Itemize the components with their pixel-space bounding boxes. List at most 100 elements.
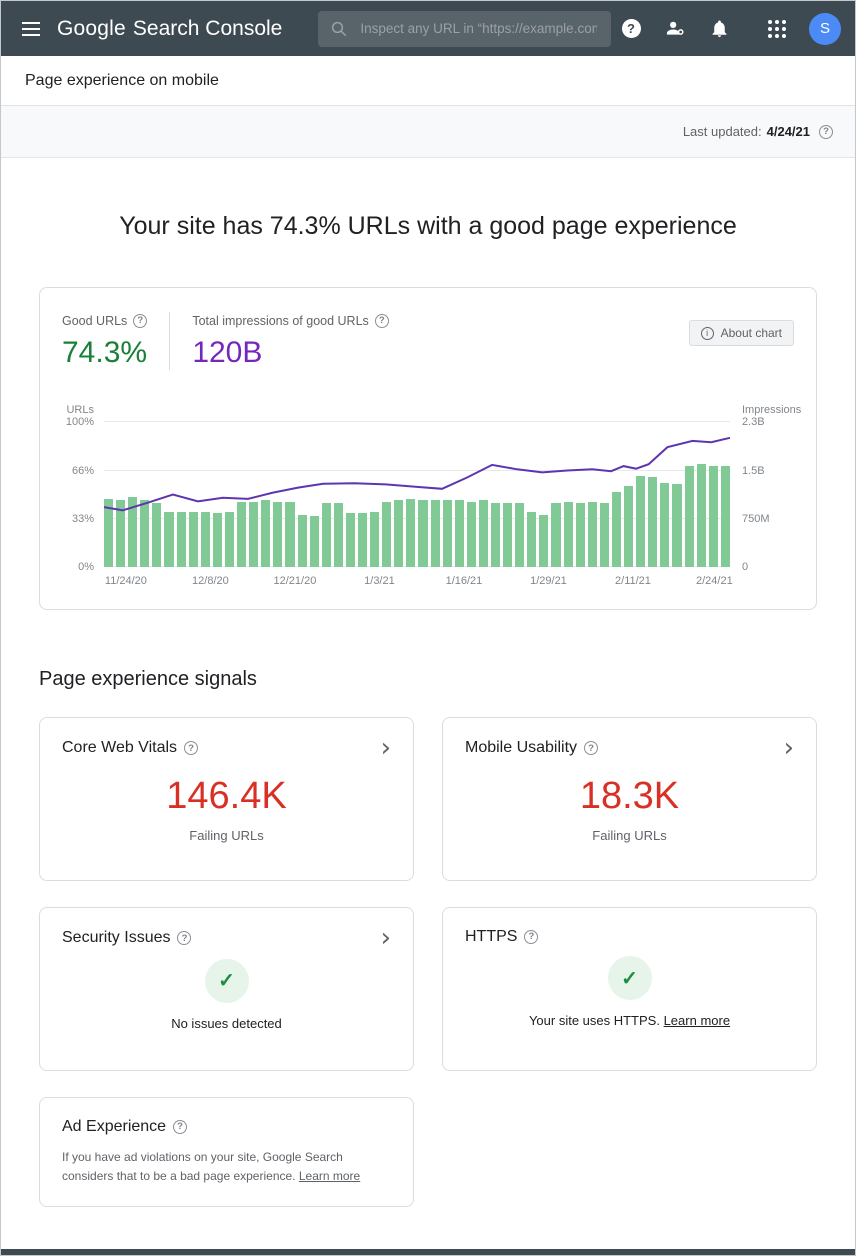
last-updated-label: Last updated:: [682, 124, 762, 139]
last-updated-help-icon[interactable]: ?: [819, 124, 833, 139]
bell-glyph: [712, 20, 726, 38]
page-experience-chart-card: Good URLs ? 74.3% Total impressions of g…: [39, 287, 817, 610]
signals-heading: Page experience signals: [39, 668, 257, 690]
mobile-usability-caption: Failing URLs: [592, 827, 667, 843]
ad-experience-help-icon[interactable]: ?: [173, 1120, 188, 1134]
bar: [587, 501, 597, 567]
user-settings-icon[interactable]: [655, 9, 695, 49]
bar: [357, 513, 368, 567]
account-avatar[interactable]: S: [809, 12, 841, 45]
menu-icon[interactable]: [11, 9, 51, 49]
url-inspect-input[interactable]: [358, 20, 599, 37]
gridline: [104, 566, 730, 567]
bar: [599, 503, 609, 567]
hamburger-icon: [22, 21, 40, 36]
chevron-right-icon[interactable]: ›: [380, 733, 391, 763]
x-tick: 2/11/21: [615, 575, 651, 587]
y-axis-right: Impressions 0 750M 1.5B 2.3B: [730, 404, 801, 573]
mobile-usability-card[interactable]: Mobile Usability ? › 18.3K Failing URLs: [442, 717, 817, 881]
signal-cards-grid: Core Web Vitals ? › 146.4K Failing URLs …: [39, 717, 817, 1207]
bar: [684, 465, 694, 567]
about-chart-button[interactable]: i About chart: [688, 320, 794, 346]
chevron-right-icon[interactable]: ›: [380, 923, 391, 953]
bar: [309, 516, 319, 567]
https-card: HTTPS ? ✓ Your site uses HTTPS. Learn mo…: [442, 907, 817, 1071]
core-web-vitals-caption: Failing URLs: [189, 827, 264, 843]
bar: [297, 514, 307, 567]
bar: [527, 511, 537, 567]
notifications-icon[interactable]: [699, 9, 739, 49]
security-issues-card[interactable]: Security Issues ? › ✓ No issues detected: [39, 907, 414, 1071]
y-axis-left: URLs 0% 33% 66% 100%: [52, 404, 104, 573]
core-web-vitals-card[interactable]: Core Web Vitals ? › 146.4K Failing URLs: [39, 717, 414, 881]
x-tick: 11/24/20: [104, 575, 147, 587]
bar: [345, 513, 355, 567]
good-urls-metric: Good URLs ? 74.3%: [62, 310, 148, 370]
grid-glyph: [768, 19, 786, 38]
bar-series: [104, 422, 730, 567]
y-tick-right: 1.5B: [742, 465, 765, 478]
info-icon: i: [700, 326, 714, 340]
bar: [188, 511, 198, 567]
bar: [624, 485, 634, 567]
x-tick: 2/24/21: [695, 575, 733, 587]
bar: [116, 500, 126, 567]
bar: [563, 501, 573, 567]
page-headline: Your site has 74.3% URLs with a good pag…: [119, 212, 737, 240]
good-urls-help-icon[interactable]: ?: [133, 314, 148, 328]
ad-experience-card: Ad Experience ? If you have ad violation…: [39, 1097, 414, 1207]
apps-grid-icon[interactable]: [757, 9, 797, 49]
bar: [648, 477, 658, 567]
bar: [152, 503, 162, 567]
url-inspect-searchbox[interactable]: [318, 10, 611, 47]
y-tick-right: 0: [742, 561, 749, 573]
help-icon[interactable]: ?: [611, 9, 651, 49]
bar: [515, 503, 525, 567]
bar: [539, 514, 549, 567]
check-circle-icon: ✓: [607, 956, 652, 1000]
core-web-vitals-help-icon[interactable]: ?: [184, 741, 199, 756]
chevron-right-icon[interactable]: ›: [783, 733, 794, 763]
bar: [454, 500, 464, 567]
help-glyph: ?: [621, 19, 641, 38]
y-tick-left: 33%: [71, 513, 94, 526]
app-logo[interactable]: Google Search Console: [57, 17, 282, 41]
about-chart-label: About chart: [720, 326, 782, 340]
mobile-usability-failing-count: 18.3K: [579, 774, 680, 817]
page-title-bar: Page experience on mobile: [1, 56, 855, 106]
https-help-icon[interactable]: ?: [524, 930, 539, 944]
bar: [224, 511, 235, 567]
good-urls-value: 74.3%: [62, 336, 148, 369]
bar: [285, 501, 295, 567]
bar: [249, 501, 259, 567]
bar: [333, 503, 343, 567]
chart-plot: [104, 421, 730, 567]
core-web-vitals-failing-count: 146.4K: [166, 774, 287, 817]
bar: [261, 500, 271, 567]
bar: [720, 465, 730, 567]
y-tick-right: 2.3B: [742, 416, 765, 428]
https-learn-more-link[interactable]: Learn more: [663, 1013, 731, 1028]
bar: [466, 501, 476, 567]
impressions-help-icon[interactable]: ?: [374, 314, 389, 328]
ad-experience-title: Ad Experience: [62, 1118, 167, 1135]
bar: [406, 498, 416, 567]
bar: [430, 500, 440, 567]
y-tick-left: 0%: [78, 561, 94, 573]
chart: URLs 0% 33% 66% 100% Impressions 0 750M 1.5B 2…: [40, 404, 816, 573]
security-issues-help-icon[interactable]: ?: [177, 931, 192, 946]
chart-card-header: Good URLs ? 74.3% Total impressions of g…: [40, 310, 816, 370]
x-tick: 12/21/20: [273, 575, 317, 587]
bar: [636, 475, 646, 567]
logo-google-text: Google: [57, 16, 126, 40]
last-updated-date: 4/24/21: [766, 124, 810, 139]
bar: [394, 500, 404, 567]
bar: [418, 500, 428, 567]
bar: [176, 511, 186, 567]
bar: [104, 498, 114, 567]
ad-experience-learn-more-link[interactable]: Learn more: [298, 1168, 361, 1183]
bar: [273, 501, 283, 567]
header-actions: ? S: [611, 9, 841, 49]
core-web-vitals-title: Core Web Vitals: [62, 739, 178, 757]
mobile-usability-help-icon[interactable]: ?: [584, 741, 599, 756]
